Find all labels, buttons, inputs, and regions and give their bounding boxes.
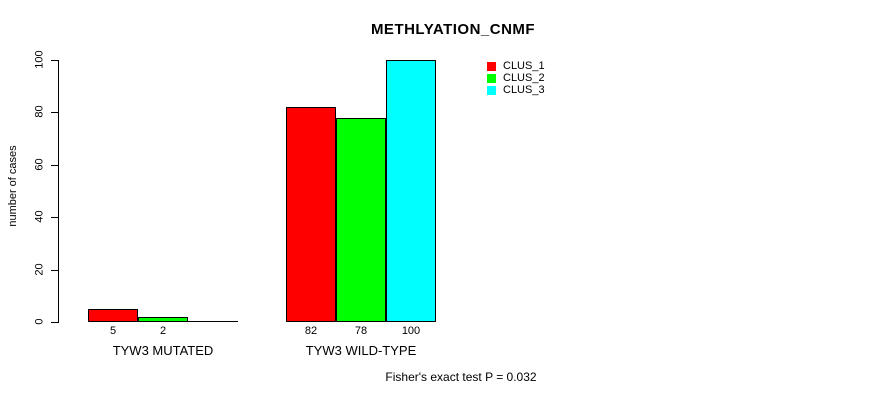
bar-clus_3 [188, 321, 238, 322]
bar-value-label: 2 [159, 325, 167, 337]
y-axis-tick [51, 217, 58, 218]
y-axis-tick-label: 60 [33, 158, 46, 171]
bar-clus_2 [336, 118, 386, 322]
bar-clus_3 [386, 60, 436, 322]
y-axis-tick [51, 60, 58, 61]
bar-clus_1 [286, 107, 336, 322]
chart-title: METHLYATION_CNMF [370, 21, 536, 38]
y-axis-line [58, 60, 59, 323]
y-axis-tick [51, 165, 58, 166]
y-axis-tick [51, 322, 58, 323]
legend-label: CLUS_3 [503, 84, 545, 96]
legend-color-swatch [487, 86, 496, 95]
y-axis-tick-label: 80 [33, 105, 46, 118]
bar-clus_2 [138, 317, 188, 322]
legend-label: CLUS_2 [503, 72, 545, 84]
fisher-test-annotation: Fisher's exact test P = 0.032 [385, 370, 537, 384]
bar-value-label: 5 [109, 325, 117, 337]
y-axis-tick-label: 40 [33, 210, 46, 223]
legend-item: CLUS_3 [487, 84, 545, 96]
bar-value-label: 78 [354, 325, 368, 337]
y-axis-tick-label: 0 [33, 318, 46, 325]
y-axis-tick [51, 270, 58, 271]
y-axis-tick-label: 100 [33, 50, 46, 69]
legend-label: CLUS_1 [503, 60, 545, 72]
legend: CLUS_1 CLUS_2 CLUS_3 [487, 60, 545, 98]
legend-item: CLUS_2 [487, 72, 545, 84]
legend-item: CLUS_1 [487, 60, 545, 72]
y-axis-tick [51, 112, 58, 113]
bar-value-label: 100 [401, 325, 421, 337]
legend-color-swatch [487, 74, 496, 83]
bar-clus_1 [88, 309, 138, 322]
bar-value-label: 82 [304, 325, 318, 337]
y-axis-tick-label: 20 [33, 263, 46, 276]
x-category-label: TYW3 WILD-TYPE [305, 343, 417, 358]
legend-color-swatch [487, 62, 496, 71]
x-category-label: TYW3 MUTATED [112, 343, 214, 358]
